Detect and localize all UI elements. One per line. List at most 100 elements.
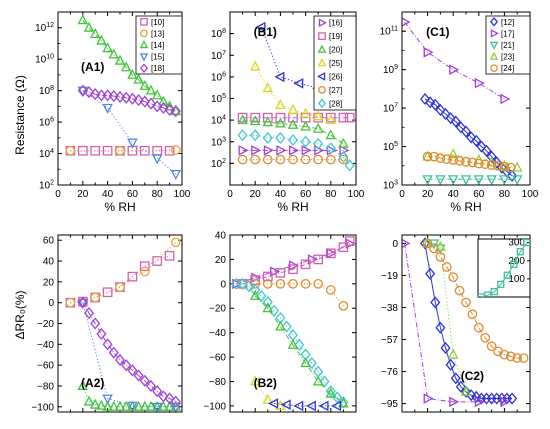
data-point [402, 238, 411, 248]
y-tick-label: 102 [211, 158, 226, 170]
data-point [473, 175, 485, 185]
series-28 [237, 129, 355, 172]
data-point [512, 353, 523, 363]
panel-title: (C2) [461, 369, 484, 383]
data-point [491, 156, 502, 169]
legend-marker [139, 63, 149, 74]
data-point [120, 400, 132, 411]
legend-item: [14] [139, 40, 164, 50]
data-point [77, 298, 89, 309]
data-point [139, 374, 150, 387]
data-point [170, 395, 181, 408]
series-13 [65, 145, 181, 156]
legend-item: [21] [489, 41, 514, 50]
data-point [102, 287, 113, 298]
y-tick-label: −95 [381, 399, 398, 410]
data-point [102, 103, 113, 114]
data-point [473, 158, 484, 169]
data-point [237, 114, 248, 125]
data-point [133, 73, 144, 84]
legend-label: [12] [501, 18, 514, 27]
data-point [238, 145, 249, 156]
data-point [268, 398, 279, 409]
data-point [499, 161, 510, 172]
data-point [313, 154, 324, 165]
x-axis-label: % RH [104, 200, 135, 214]
x-tick-label: 40 [102, 189, 114, 200]
data-point [419, 237, 431, 250]
data-point [501, 165, 513, 178]
data-point [440, 341, 451, 354]
y-tick-label: 105 [211, 93, 226, 105]
y-tick-label: 0 [220, 279, 226, 290]
data-point [275, 267, 286, 278]
data-point [170, 145, 181, 155]
x-tick-label: 20 [422, 189, 434, 200]
data-point [511, 175, 523, 185]
y-tick-label: 1010 [35, 54, 54, 66]
data-point [338, 154, 349, 165]
data-point [133, 94, 144, 107]
data-point [121, 91, 132, 104]
data-point [507, 392, 518, 405]
data-point [114, 90, 126, 103]
data-point [89, 27, 101, 38]
data-point [523, 239, 530, 247]
data-point [325, 387, 337, 398]
panel-B2: −100 −80 −60 −40 −20 0 20 40 (B2) [203, 231, 357, 413]
data-point [77, 296, 88, 309]
data-point [325, 142, 336, 155]
data-point [325, 112, 336, 123]
data-point [486, 175, 497, 185]
y-tick-label: −100 [31, 402, 54, 413]
data-point [287, 133, 299, 147]
data-point [280, 399, 291, 410]
series-26 [268, 398, 342, 412]
data-point [250, 283, 261, 296]
x-tick-label: 0 [227, 189, 233, 200]
data-point [344, 159, 355, 172]
data-point [435, 103, 446, 117]
data-point [300, 357, 311, 368]
data-point [65, 297, 76, 308]
data-point [164, 250, 175, 261]
data-point [65, 145, 76, 156]
legend-marker [489, 16, 499, 27]
legend-marker [140, 17, 148, 26]
data-point [467, 157, 478, 168]
x-tick-label: 80 [152, 189, 164, 200]
data-point [454, 285, 465, 296]
y-tick-label: 108 [211, 28, 226, 40]
data-point [319, 375, 330, 388]
series-line [254, 381, 281, 407]
series-line [481, 242, 528, 297]
data-point [275, 117, 286, 128]
y-tick-label: 104 [39, 148, 54, 160]
data-point [460, 175, 472, 185]
data-point [449, 64, 460, 75]
data-point [486, 160, 497, 170]
data-point [313, 254, 324, 265]
data-point [127, 364, 138, 377]
data-point [102, 89, 113, 102]
data-point [262, 393, 274, 404]
data-point [114, 400, 126, 411]
y-tick-label: 102 [39, 180, 54, 192]
y-tick-label: 109 [383, 64, 398, 76]
data-point [127, 92, 138, 105]
data-point [486, 150, 497, 163]
data-point [325, 129, 337, 140]
data-point [158, 101, 169, 114]
data-point [170, 402, 182, 412]
y-tick-label: −76 [381, 367, 398, 378]
data-point [435, 252, 446, 262]
data-point [158, 390, 169, 403]
x-tick-label: 20 [77, 189, 89, 200]
data-point [305, 400, 316, 412]
data-point [325, 154, 336, 165]
y-tick-label: −60 [209, 353, 226, 364]
legend: [12] [17] [21] [23] [24] [485, 15, 531, 75]
data-point [422, 175, 433, 185]
